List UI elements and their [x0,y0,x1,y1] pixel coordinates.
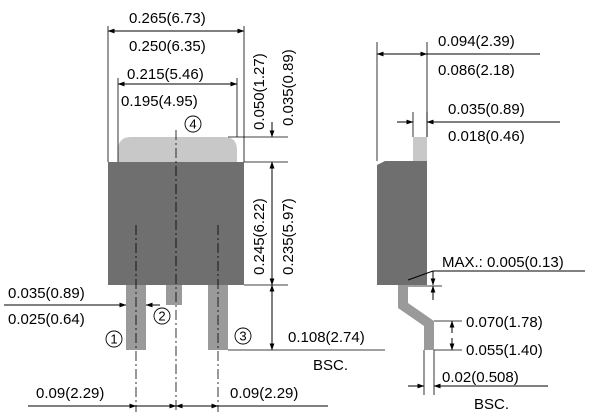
tab-thickness-min: 0.018(0.46) [448,128,525,145]
body-height-min: 0.235(5.97) [280,198,297,275]
pin-2-number: 2 [158,309,165,324]
pin-1-callout [105,330,123,348]
lead-pitch-left: 0.09(2.29) [36,385,104,402]
overall-width-min: 0.250(6.35) [129,38,206,55]
side-body [377,161,427,285]
lead-offset-max: 0.070(1.78) [466,314,543,331]
pin-4-number: 4 [189,117,196,132]
lead-thickness-value: 0.02(0.508) [442,369,519,386]
pin-1-number: 1 [110,332,117,347]
front-view: 0.265(6.73) 0.250(6.35) 0.215(5.46) 0.19… [4,10,385,412]
side-lead [398,285,434,350]
heat-sink-tab [118,137,237,162]
body-height-max: 0.245(6.22) [251,198,268,275]
tab-height-max: 0.050(1.27) [251,53,268,130]
tab-width-min: 0.195(4.95) [121,93,198,110]
overall-height-max: 0.094(2.39) [438,33,515,50]
standoff-label: MAX.: 0.005(0.13) [442,254,564,271]
lead-offset-min: 0.055(1.40) [466,342,543,359]
lead-width-max: 0.035(0.89) [8,285,85,302]
pin-3-callout [234,327,252,345]
side-view: 0.094(2.39) 0.086(2.18) 0.035(0.89) 0.01… [376,33,585,413]
lead-length-value: 0.108(2.74) [288,329,365,346]
tab-thickness-max: 0.035(0.89) [448,101,525,118]
lead-pitch-right: 0.09(2.29) [230,385,298,402]
pin-4-callout [184,115,202,133]
lead-2-stub [166,285,182,305]
side-tab [413,137,427,164]
lead-length-note: BSC. [313,357,348,374]
overall-width-max: 0.265(6.73) [129,10,206,27]
tab-height-min: 0.035(0.89) [280,49,297,126]
lead-thickness-note: BSC. [474,396,509,413]
pin-3-number: 3 [239,329,246,344]
pin-2-callout [153,307,171,325]
lead-width-min: 0.025(0.64) [8,311,85,328]
tab-width-max: 0.215(5.46) [127,66,204,83]
overall-height-min: 0.086(2.18) [438,62,515,79]
